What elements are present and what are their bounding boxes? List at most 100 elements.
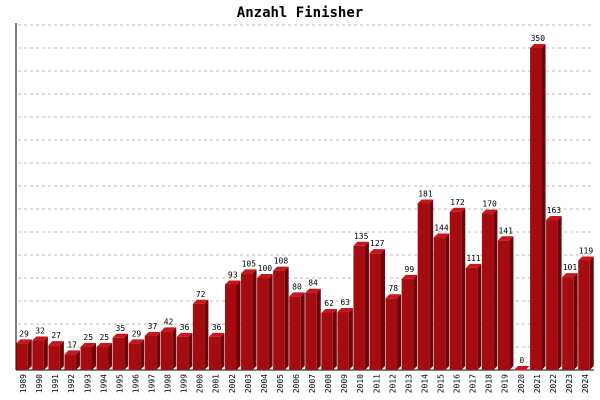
x-tick-label: 2004 bbox=[260, 374, 269, 393]
bar-side bbox=[509, 236, 514, 370]
bar bbox=[289, 296, 301, 370]
value-label: 119 bbox=[579, 247, 594, 256]
value-label: 172 bbox=[450, 198, 465, 207]
bar bbox=[321, 312, 333, 370]
value-label: 32 bbox=[35, 327, 45, 336]
bar-top bbox=[305, 288, 321, 293]
bar-top bbox=[353, 241, 369, 246]
bar-top bbox=[192, 299, 209, 304]
bar-side bbox=[59, 341, 64, 370]
value-label: 17 bbox=[67, 340, 77, 349]
bar-top bbox=[144, 331, 161, 336]
x-tick-label: 2001 bbox=[212, 374, 221, 393]
bar bbox=[208, 336, 221, 370]
bar-top bbox=[16, 339, 32, 344]
x-tick-label: 1992 bbox=[67, 374, 76, 393]
bar-top bbox=[80, 343, 96, 347]
bar-top bbox=[241, 269, 257, 274]
value-label: 99 bbox=[405, 265, 415, 274]
bar-side bbox=[493, 209, 498, 370]
bar bbox=[16, 343, 28, 370]
bar bbox=[337, 312, 349, 370]
bar-top bbox=[176, 332, 193, 337]
x-tick-label: 1991 bbox=[51, 374, 60, 393]
bar bbox=[530, 48, 542, 370]
bar-top bbox=[530, 44, 546, 48]
value-label: 29 bbox=[19, 329, 29, 338]
x-tick-label: 2005 bbox=[276, 374, 285, 393]
bar-side bbox=[156, 331, 161, 370]
value-label: 141 bbox=[498, 226, 513, 235]
bar-side bbox=[429, 199, 434, 370]
x-tick-label: 2024 bbox=[581, 374, 590, 393]
bar-top bbox=[208, 332, 225, 337]
bar bbox=[144, 335, 157, 370]
bar bbox=[80, 347, 92, 370]
bar bbox=[497, 240, 510, 370]
bar bbox=[176, 336, 189, 370]
x-tick-label: 2009 bbox=[340, 374, 349, 393]
bar bbox=[417, 203, 430, 370]
value-label: 108 bbox=[274, 257, 289, 266]
bar-side bbox=[589, 256, 594, 370]
bar bbox=[305, 292, 317, 370]
x-tick-label: 2006 bbox=[292, 374, 301, 393]
bar-side bbox=[75, 350, 80, 370]
bar-top bbox=[546, 216, 562, 221]
bar bbox=[449, 211, 462, 370]
bar-top bbox=[481, 209, 498, 214]
bar-top bbox=[417, 199, 434, 204]
value-label: 35 bbox=[116, 324, 126, 333]
bar bbox=[225, 284, 237, 370]
bar-top bbox=[562, 273, 578, 278]
value-label: 37 bbox=[148, 322, 158, 331]
bar-top bbox=[433, 233, 450, 238]
bar bbox=[160, 331, 173, 370]
x-tick-label: 1996 bbox=[131, 374, 140, 393]
value-label: 100 bbox=[258, 264, 273, 273]
bar-side bbox=[92, 343, 96, 370]
bar-top bbox=[96, 343, 113, 347]
x-tick-label: 1998 bbox=[164, 374, 173, 393]
value-label: 62 bbox=[324, 299, 334, 308]
bar-side bbox=[140, 339, 145, 370]
bar-side bbox=[541, 44, 546, 370]
bar bbox=[562, 277, 574, 370]
bar-side bbox=[364, 241, 369, 370]
x-tick-label: 2003 bbox=[244, 374, 253, 393]
x-tick-label: 2020 bbox=[517, 374, 526, 393]
bar-side bbox=[124, 333, 129, 370]
bar-top bbox=[578, 256, 594, 261]
x-tick-labels: 1989 1990 1991 1992 1993 1994 1995 1996 1997 1998… bbox=[19, 374, 590, 393]
value-label: 36 bbox=[180, 323, 190, 332]
bar bbox=[353, 245, 365, 370]
x-tick-label: 2022 bbox=[549, 374, 558, 393]
bar-top bbox=[337, 308, 353, 313]
bar-side bbox=[316, 288, 321, 370]
bar bbox=[514, 370, 526, 371]
bar-side bbox=[236, 280, 241, 370]
bar-top bbox=[514, 366, 530, 370]
x-tick-label: 2013 bbox=[404, 374, 413, 393]
bar-side bbox=[188, 332, 193, 370]
x-tick-label: 2021 bbox=[533, 374, 542, 393]
bar bbox=[112, 337, 125, 370]
bar-side bbox=[300, 292, 305, 370]
bar-top bbox=[289, 292, 305, 297]
x-tick-label: 1990 bbox=[35, 374, 44, 393]
bar bbox=[578, 260, 590, 370]
bar bbox=[481, 213, 494, 370]
value-label: 181 bbox=[418, 189, 433, 198]
value-label: 84 bbox=[308, 279, 318, 288]
x-tick-label: 2016 bbox=[453, 374, 462, 393]
value-label: 135 bbox=[354, 232, 369, 241]
value-label: 25 bbox=[99, 333, 109, 342]
bar bbox=[32, 340, 44, 370]
x-tick-label: 2012 bbox=[388, 374, 397, 393]
bar-side bbox=[220, 332, 225, 370]
x-tick-label: 1993 bbox=[83, 374, 92, 393]
bar bbox=[385, 298, 398, 370]
x-tick-label: 2000 bbox=[196, 374, 205, 393]
